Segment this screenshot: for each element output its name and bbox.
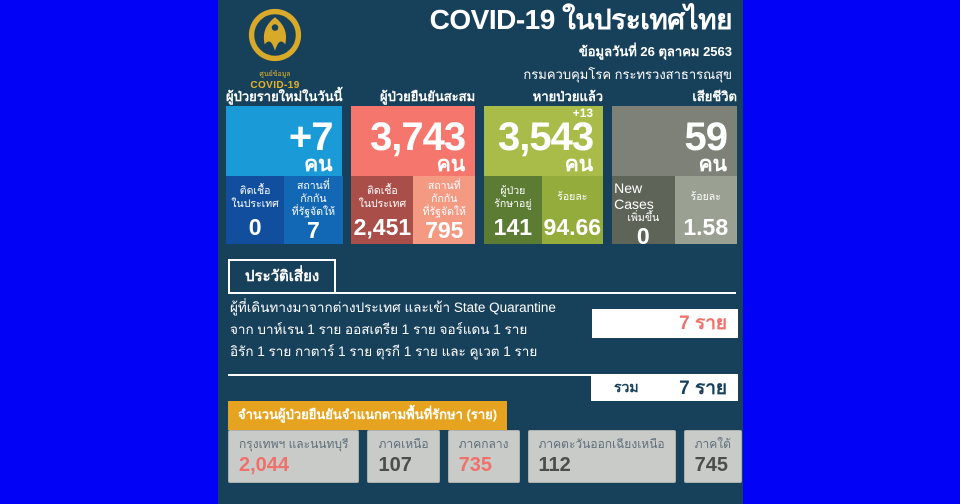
total-value: 7 ราย xyxy=(679,377,727,399)
total-label: รวม xyxy=(614,378,639,395)
region-label: ภาคกลาง xyxy=(458,437,509,451)
subcell-value: 2,451 xyxy=(353,214,412,240)
total-badge: รวม 7 ราย xyxy=(591,374,738,401)
stat-main-value: 59 คน xyxy=(612,106,737,176)
risk-section-title: ประวัติเสี่ยง xyxy=(228,259,337,294)
stat-value: 3,743 xyxy=(370,114,466,159)
subcell-value: 0 xyxy=(636,223,650,250)
risk-section-header: ประวัติเสี่ยง xyxy=(228,259,736,294)
stat-sub-row: ติดเชื้อ ในประเทศ 0 สถานที่ กักกัน ที่รั… xyxy=(226,176,343,244)
government-seal-icon xyxy=(248,8,302,62)
subcell-label: ติดเชื้อ ในประเทศ xyxy=(358,184,407,210)
stat-card-new-today: ผู้ป่วยรายใหม่ในวันนี้ +7 คน ติดเชื้อ ใน… xyxy=(226,86,343,244)
stat-subcell-domestic: ติดเชื้อ ในประเทศ 0 xyxy=(226,176,285,244)
risk-line: ผู้ที่เดินทางมาจากต่างประเทศ และเข้า Sta… xyxy=(230,300,556,315)
subcell-label: ร้อยละ xyxy=(557,191,588,204)
header: COVID-19 ในประเทศไทย ข้อมูลวันที่ 26 ตุล… xyxy=(429,4,733,85)
stat-value: +7 xyxy=(288,114,334,159)
stat-main-value: 3,743 คน xyxy=(351,106,476,176)
stat-subcell-quarantine: สถานที่ กักกัน ที่รัฐจัดให้ 795 xyxy=(413,176,476,244)
doh-logo: ศูนย์ข้อมูล COVID-19 xyxy=(236,7,314,91)
region-card-northeast: ภาคตะวันออกเฉียงเหนือ 112 xyxy=(527,430,676,483)
stat-title: ผู้ป่วยยืนยันสะสม xyxy=(379,89,476,104)
stat-sub-row: ผู้ป่วย รักษาอยู่ 141 ร้อยละ 94.66 xyxy=(484,176,604,244)
region-value: 745 xyxy=(694,454,728,476)
agency-name: กรมควบคุมโรค กระทรวงสาธารณสุข xyxy=(523,66,732,82)
region-card-north: ภาคเหนือ 107 xyxy=(367,430,440,483)
logo-caption-covid: COVID-19 xyxy=(250,80,300,91)
subcell-label: ติดเชื้อ ในประเทศ xyxy=(231,184,279,210)
stat-sub-row: New Cases เพิ่มขึ้น 0 ร้อยละ 1.58 xyxy=(612,176,737,248)
stat-unit: คน xyxy=(698,152,727,176)
total-row: รวม 7 ราย xyxy=(228,374,738,401)
stat-unit: คน xyxy=(564,152,594,176)
region-card-south: ภาคใต้ 745 xyxy=(683,430,742,483)
stat-unit: คน xyxy=(436,152,466,176)
stat-sub-row: ติดเชื้อ ในประเทศ 2,451 สถานที่ กักกัน ท… xyxy=(351,176,476,244)
subcell-value: 1.58 xyxy=(683,214,729,240)
divider-line xyxy=(228,374,591,376)
region-label: ภาคตะวันออกเฉียงเหนือ xyxy=(538,437,665,451)
subcell-value: 7 xyxy=(306,217,320,244)
stat-subcell-domestic: ติดเชื้อ ในประเทศ 2,451 xyxy=(351,176,414,244)
subcell-value: 795 xyxy=(425,217,464,244)
stat-subcell-new-cases: New Cases เพิ่มขึ้น 0 xyxy=(612,176,675,248)
stat-card-recovered: หายป่วยแล้ว +13 3,543 คน ผู้ป่วย รักษาอย… xyxy=(484,86,604,244)
subcell-value: 141 xyxy=(493,214,533,240)
risk-line: จาก บาห์เรน 1 ราย ออสเตรีย 1 ราย จอร์แดน… xyxy=(230,321,528,337)
risk-details: ผู้ที่เดินทางมาจากต่างประเทศ และเข้า Sta… xyxy=(230,297,610,363)
region-label: ภาคใต้ xyxy=(694,437,731,451)
stat-main-value: +13 3,543 คน xyxy=(484,105,604,176)
report-date: ข้อมูลวันที่ 26 ตุลาคม 2563 xyxy=(578,43,732,59)
logo-caption-thai: ศูนย์ข้อมูล xyxy=(259,71,291,78)
stat-unit: คน xyxy=(304,152,333,176)
stat-delta: +13 xyxy=(572,105,594,120)
subcell-label: สถานที่ กักกัน ที่รัฐจัดให้ xyxy=(291,180,336,219)
stat-subcell-in-treatment: ผู้ป่วย รักษาอยู่ 141 xyxy=(484,176,542,244)
stat-subcell-quarantine: สถานที่ กักกัน ที่รัฐจัดให้ 7 xyxy=(284,176,343,244)
page-title: COVID-19 ในประเทศไทย xyxy=(429,4,733,35)
regions-section-title: จำนวนผู้ป่วยยืนยันจำแนกตามพื้นที่รักษา (… xyxy=(228,401,508,430)
region-value: 112 xyxy=(538,454,571,476)
region-label: ภาคเหนือ xyxy=(378,437,429,451)
dashboard-panel: ศูนย์ข้อมูล COVID-19 COVID-19 ในประเทศไท… xyxy=(218,0,743,504)
stat-subcell-percent: ร้อยละ 94.66 xyxy=(541,176,604,244)
risk-line: อิรัก 1 ราย กาตาร์ 1 ราย ตุรกี 1 ราย และ… xyxy=(230,343,538,359)
region-label: กรุงเทพฯ และนนทบุรี xyxy=(239,437,349,451)
region-value: 107 xyxy=(378,454,412,476)
stat-title: ผู้ป่วยรายใหม่ในวันนี้ xyxy=(226,89,343,104)
stat-value: 59 xyxy=(684,114,727,159)
summary-stats: ผู้ป่วยรายใหม่ในวันนี้ +7 คน ติดเชื้อ ใน… xyxy=(226,86,737,248)
stat-card-deaths: เสียชีวิต 59 คน New Cases เพิ่มขึ้น 0 xyxy=(612,86,737,248)
regions-row: กรุงเทพฯ และนนทบุรี 2,044 ภาคเหนือ 107 ภ… xyxy=(228,430,742,483)
region-value: 2,044 xyxy=(239,454,290,476)
region-value: 735 xyxy=(458,454,492,476)
stat-value: 3,543 xyxy=(498,114,594,159)
region-card-bangkok: กรุงเทพฯ และนนทบุรี 2,044 xyxy=(228,430,360,483)
subcell-label-big: New Cases xyxy=(614,180,654,213)
subcell-value: 0 xyxy=(248,214,262,240)
stat-title: เสียชีวิต xyxy=(692,89,737,104)
risk-count-badge: 7 ราย xyxy=(592,309,738,338)
subcell-label: เพิ่มขึ้น xyxy=(627,212,660,225)
stat-main-value: +7 คน xyxy=(226,106,343,176)
subcell-label: ร้อยละ xyxy=(690,191,721,204)
subcell-label: ผู้ป่วย รักษาอยู่ xyxy=(494,184,532,210)
subcell-label: สถานที่ กักกัน ที่รัฐจัดให้ xyxy=(422,180,466,219)
stat-card-cumulative: ผู้ป่วยยืนยันสะสม 3,743 คน ติดเชื้อ ในปร… xyxy=(351,86,476,244)
stat-subcell-percent: ร้อยละ 1.58 xyxy=(674,176,737,244)
region-card-central: ภาคกลาง 735 xyxy=(447,430,520,483)
subcell-value: 94.66 xyxy=(543,214,602,240)
stat-title: หายป่วยแล้ว xyxy=(532,89,604,104)
